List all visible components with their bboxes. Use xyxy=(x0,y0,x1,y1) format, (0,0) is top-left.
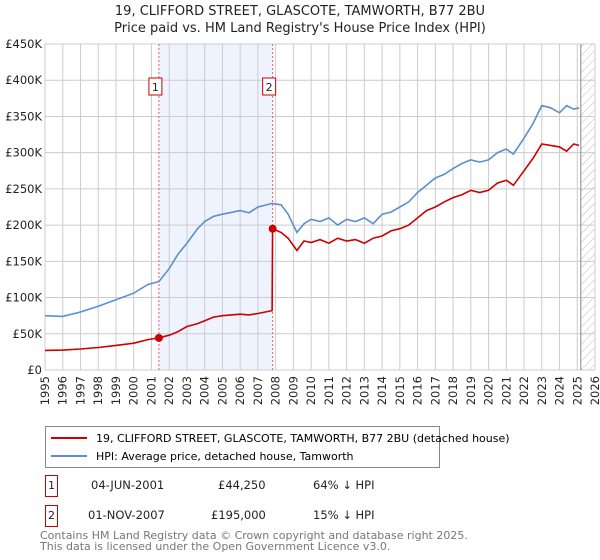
x-tick-label: 1999 xyxy=(109,376,123,405)
property-price-line xyxy=(44,143,580,352)
x-tick-label: 2003 xyxy=(180,376,194,405)
x-tick-label: 2021 xyxy=(499,376,513,405)
x-tick-label: 2012 xyxy=(340,376,354,405)
y-tick-label: £350K xyxy=(5,109,42,123)
x-tick-label: 2002 xyxy=(162,376,176,405)
x-tick-label: 2016 xyxy=(411,376,425,405)
chart-subtitle: Price paid vs. HM Land Registry's House … xyxy=(114,21,486,36)
x-tick-label: 2001 xyxy=(144,376,158,405)
ownership-shaded-region xyxy=(158,44,273,370)
transaction-date: 01-NOV-2007 xyxy=(88,508,165,522)
x-tick-label: 1997 xyxy=(73,376,87,405)
x-tick-label: 2026 xyxy=(588,376,600,405)
x-tick-label: 2025 xyxy=(570,376,584,405)
x-tick-label: 2020 xyxy=(482,376,496,405)
x-tick-label: 1998 xyxy=(91,376,105,405)
x-tick-label: 2005 xyxy=(215,376,229,405)
legend-swatch-blue xyxy=(51,455,87,457)
x-tick-label: 2014 xyxy=(375,376,389,405)
sale-label: 2 xyxy=(266,81,273,94)
y-tick-label: £100K xyxy=(5,291,42,305)
x-tick-label: 2000 xyxy=(127,376,141,405)
x-tick-label: 2018 xyxy=(446,376,460,405)
footer-copyright: Contains HM Land Registry data © Crown c… xyxy=(40,529,468,542)
y-tick-label: £150K xyxy=(5,254,42,268)
transaction-date: 04-JUN-2001 xyxy=(91,478,165,492)
x-tick-label: 2022 xyxy=(517,376,531,405)
x-tick-label: 2009 xyxy=(286,376,300,405)
x-tick-label: 2010 xyxy=(304,376,318,405)
x-tick-label: 2023 xyxy=(535,376,549,405)
footer: Contains HM Land Registry data © Crown c… xyxy=(40,530,468,552)
x-tick-label: 2008 xyxy=(269,376,283,405)
transaction-hpi-delta: 15% ↓ HPI xyxy=(313,508,375,522)
footer-licence: This data is licensed under the Open Gov… xyxy=(40,540,391,553)
transaction-price: £195,000 xyxy=(211,508,266,522)
transaction-badge: 2 xyxy=(45,505,58,527)
legend-label-hpi: HPI: Average price, detached house, Tamw… xyxy=(96,449,354,463)
legend-item-hpi: HPI: Average price, detached house, Tamw… xyxy=(46,448,354,464)
x-tick-label: 1996 xyxy=(56,376,70,405)
transaction-price: £44,250 xyxy=(218,478,266,492)
transaction-hpi-delta: 64% ↓ HPI xyxy=(313,478,375,492)
legend-label-property: 19, CLIFFORD STREET, GLASCOTE, TAMWORTH,… xyxy=(96,431,510,445)
y-tick-label: £250K xyxy=(5,182,42,196)
y-tick-label: £450K xyxy=(5,37,42,51)
forecast-hatched-region xyxy=(580,44,595,370)
sale-label: 1 xyxy=(152,81,159,94)
x-tick-label: 1995 xyxy=(38,376,52,405)
x-tick-label: 2007 xyxy=(251,376,265,405)
y-tick-label: £400K xyxy=(5,73,42,87)
sale-label-box xyxy=(148,77,163,96)
y-tick-label: £200K xyxy=(5,218,42,232)
chart-title: 19, CLIFFORD STREET, GLASCOTE, TAMWORTH,… xyxy=(114,4,486,19)
chart-legend: 19, CLIFFORD STREET, GLASCOTE, TAMWORTH,… xyxy=(45,426,510,468)
sale-point-marker xyxy=(268,224,277,233)
price-chart: 1995 1996 1997 1998 1999 2000 2001 2002 2003 2004… xyxy=(5,37,600,405)
hpi-line xyxy=(44,104,580,318)
x-tick-label: 2006 xyxy=(233,376,247,405)
x-tick-label: 2004 xyxy=(198,376,212,405)
x-tick-label: 2019 xyxy=(464,376,478,405)
legend-swatch-red xyxy=(51,437,87,439)
sale-label-box xyxy=(262,77,277,96)
x-tick-label: 2015 xyxy=(393,376,407,405)
legend-item-property: 19, CLIFFORD STREET, GLASCOTE, TAMWORTH,… xyxy=(46,430,510,446)
sale-point-marker xyxy=(154,333,163,342)
y-tick-label: £0 xyxy=(27,363,42,377)
x-tick-label: 2013 xyxy=(357,376,371,405)
y-tick-label: £50K xyxy=(13,327,43,341)
x-tick-label: 2024 xyxy=(553,376,567,405)
x-tick-label: 2011 xyxy=(322,376,336,405)
transaction-badge: 1 xyxy=(45,475,58,497)
x-tick-label: 2017 xyxy=(428,376,442,405)
y-tick-label: £300K xyxy=(5,146,42,160)
